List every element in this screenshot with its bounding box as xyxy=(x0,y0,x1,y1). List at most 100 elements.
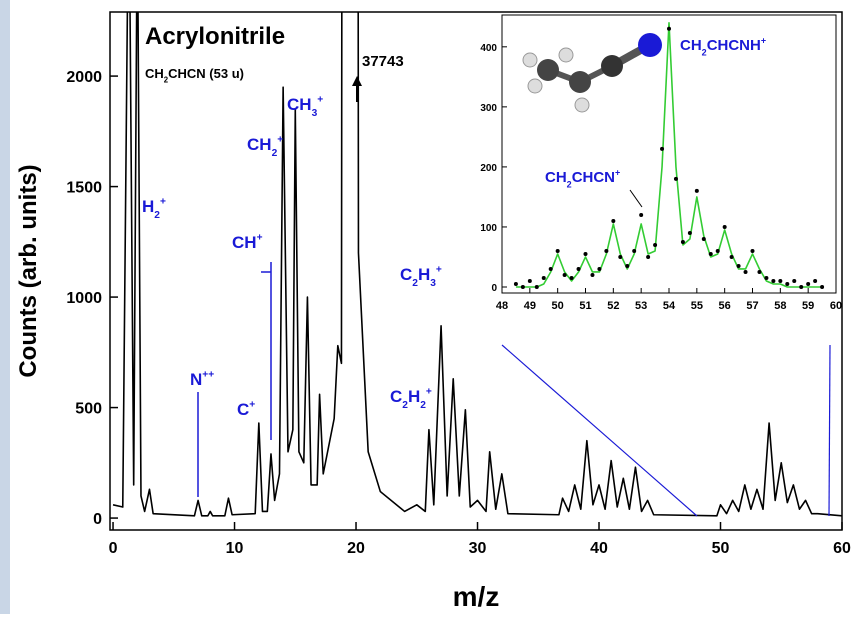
inset-x-tick-label: 50 xyxy=(552,300,564,312)
inset-x-tick-label: 51 xyxy=(579,300,591,312)
data-point xyxy=(771,279,775,283)
data-point xyxy=(514,282,518,286)
data-point xyxy=(757,270,761,274)
data-point xyxy=(737,264,741,268)
data-point xyxy=(535,285,539,289)
inset-x-tick-label: 53 xyxy=(635,300,647,312)
annotation-part: 3 xyxy=(430,278,436,289)
annotation-part: H xyxy=(142,197,154,216)
annotation: CH2CHCNH+ xyxy=(680,35,766,57)
data-point xyxy=(716,249,720,253)
inset-y-tick-label: 200 xyxy=(480,163,497,174)
zoom-connector xyxy=(829,345,830,516)
data-point xyxy=(660,147,664,151)
y-tick-label: 0 xyxy=(93,511,102,528)
annotation-part: CHCNH xyxy=(707,37,761,54)
annotation-part: + xyxy=(761,35,766,45)
annotation-part: CH xyxy=(680,37,702,54)
annotation-part: H xyxy=(408,387,420,406)
annotation: CH2 + xyxy=(247,134,283,159)
y-tick-label: 1000 xyxy=(66,290,102,307)
annotation-part: N xyxy=(190,370,202,389)
data-point xyxy=(521,285,525,289)
annotation-part: + xyxy=(249,399,255,410)
data-point xyxy=(604,249,608,253)
inset-y-tick-label: 400 xyxy=(480,43,497,54)
data-point xyxy=(764,276,768,280)
x-tick-label: 60 xyxy=(833,540,851,557)
annotation-part: ++ xyxy=(202,369,214,380)
annotation-part: + xyxy=(615,167,620,177)
inset-x-tick-label: 54 xyxy=(663,300,676,312)
data-point xyxy=(723,225,727,229)
inset-y-tick-label: 0 xyxy=(491,283,497,294)
annotation-part: 2 xyxy=(420,400,426,411)
annotation-part: + xyxy=(160,196,166,207)
annotation-part: 2 xyxy=(272,148,278,159)
x-tick-label: 0 xyxy=(109,540,118,557)
data-point xyxy=(667,27,671,31)
data-point xyxy=(744,270,748,274)
y-tick-label: 1500 xyxy=(66,180,102,197)
annotation-part: H xyxy=(418,265,430,284)
data-point xyxy=(730,255,734,259)
data-point xyxy=(813,279,817,283)
annotation: 37743 xyxy=(362,53,404,70)
data-point xyxy=(542,276,546,280)
data-point xyxy=(618,255,622,259)
left-border xyxy=(0,0,10,614)
x-tick-label: 10 xyxy=(226,540,244,557)
annotation-part: 37743 xyxy=(362,53,404,70)
annotation: CH+ xyxy=(232,232,263,252)
data-point xyxy=(653,243,657,247)
inset-x-tick-label: 48 xyxy=(496,300,508,312)
inset-frame xyxy=(502,15,836,293)
data-point xyxy=(597,267,601,271)
annotation: Acrylonitrile xyxy=(145,23,285,50)
data-point xyxy=(563,273,567,277)
data-point xyxy=(549,267,553,271)
inset-x-tick-label: 59 xyxy=(802,300,814,312)
x-axis-label: m/z xyxy=(453,581,500,612)
arrow-head xyxy=(352,76,362,86)
data-point xyxy=(688,231,692,235)
annotation-part: CH xyxy=(287,95,312,114)
data-point xyxy=(778,279,782,283)
annotation-part: + xyxy=(317,94,323,105)
annotation-part: 2 xyxy=(154,210,160,221)
data-point xyxy=(556,249,560,253)
data-point xyxy=(792,279,796,283)
inset-x-tick-label: 49 xyxy=(524,300,536,312)
annotation: CH3+ xyxy=(287,94,323,119)
x-tick-label: 50 xyxy=(712,540,730,557)
zoom-connector xyxy=(502,345,697,516)
data-point xyxy=(785,282,789,286)
inset-y-tick-label: 100 xyxy=(480,223,497,234)
data-point xyxy=(799,285,803,289)
inset-y-tick-label: 300 xyxy=(480,103,497,114)
data-point xyxy=(570,276,574,280)
annotation-part: C xyxy=(237,400,249,419)
annotation-part: + xyxy=(277,134,283,145)
y-tick-label: 500 xyxy=(75,401,102,418)
data-point xyxy=(611,219,615,223)
annotation-part: CH xyxy=(247,135,272,154)
annotation-part: C xyxy=(400,265,412,284)
inset-x-tick-label: 58 xyxy=(774,300,786,312)
data-point xyxy=(590,273,594,277)
annotation: H2+ xyxy=(142,196,166,221)
annotation: CH2CHCN (53 u) xyxy=(145,66,244,85)
data-point xyxy=(584,252,588,256)
inset-x-tick-label: 52 xyxy=(607,300,619,312)
data-point xyxy=(528,279,532,283)
inset-x-tick-label: 55 xyxy=(691,300,703,312)
annotation-part: C xyxy=(390,387,402,406)
chart: Counts (arb. units) m/z 0102030405060050… xyxy=(0,0,856,614)
annotation-part: + xyxy=(436,264,442,275)
annotation-part: Acrylonitrile xyxy=(145,23,285,50)
x-tick-label: 40 xyxy=(590,540,608,557)
annotation-part: + xyxy=(257,232,263,243)
annotation-part: + xyxy=(426,386,432,397)
data-point xyxy=(695,189,699,193)
annotation: CH2CHCN+ xyxy=(545,167,620,189)
